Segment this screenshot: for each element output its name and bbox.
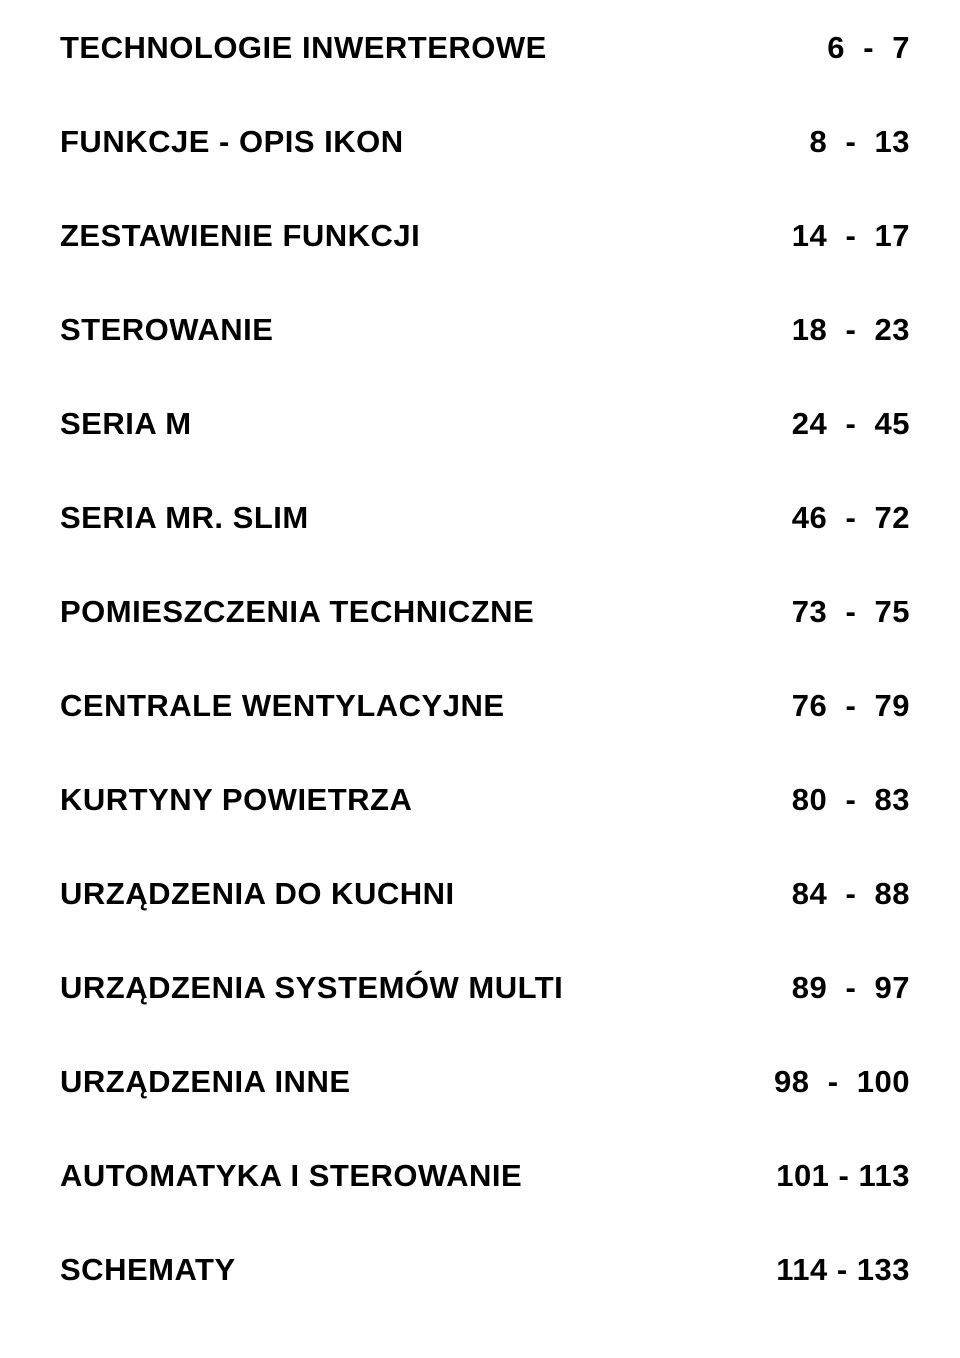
toc-row: URZĄDZENIA DO KUCHNI 84 - 88 [60,876,910,912]
toc-pages: 18 - 23 [740,312,910,348]
toc-title: AUTOMATYKA I STEROWANIE [60,1158,522,1194]
toc-title: URZĄDZENIA SYSTEMÓW MULTI [60,970,563,1006]
toc-pages: 14 - 17 [740,218,910,254]
toc-row: POMIESZCZENIA TECHNICZNE 73 - 75 [60,594,910,630]
toc-pages: 84 - 88 [740,876,910,912]
toc-title: POMIESZCZENIA TECHNICZNE [60,594,534,630]
toc-title: SCHEMATY [60,1252,236,1288]
toc-row: SERIA M 24 - 45 [60,406,910,442]
toc-pages: 114 - 133 [740,1252,910,1288]
toc-row: FUNKCJE - OPIS IKON 8 - 13 [60,124,910,160]
toc-pages: 89 - 97 [740,970,910,1006]
toc-title: KURTYNY POWIETRZA [60,782,412,818]
toc-title: SERIA MR. SLIM [60,500,309,536]
toc-row: CENTRALE WENTYLACYJNE 76 - 79 [60,688,910,724]
toc-title: TECHNOLOGIE INWERTEROWE [60,30,547,66]
toc-pages: 46 - 72 [740,500,910,536]
toc-title: FUNKCJE - OPIS IKON [60,124,404,160]
toc-title: ZESTAWIENIE FUNKCJI [60,218,420,254]
toc-title: URZĄDZENIA INNE [60,1064,351,1100]
toc-row: URZĄDZENIA SYSTEMÓW MULTI 89 - 97 [60,970,910,1006]
toc-title: CENTRALE WENTYLACYJNE [60,688,505,724]
toc-page: TECHNOLOGIE INWERTEROWE 6 - 7 FUNKCJE - … [0,0,960,1358]
toc-row: SCHEMATY 114 - 133 [60,1252,910,1288]
toc-row: KURTYNY POWIETRZA 80 - 83 [60,782,910,818]
toc-title: URZĄDZENIA DO KUCHNI [60,876,455,912]
toc-pages: 76 - 79 [740,688,910,724]
toc-row: SERIA MR. SLIM 46 - 72 [60,500,910,536]
toc-pages: 73 - 75 [740,594,910,630]
toc-pages: 8 - 13 [740,124,910,160]
toc-pages: 98 - 100 [740,1064,910,1100]
toc-row: ZESTAWIENIE FUNKCJI 14 - 17 [60,218,910,254]
toc-row: TECHNOLOGIE INWERTEROWE 6 - 7 [60,30,910,66]
toc-pages: 80 - 83 [740,782,910,818]
toc-pages: 6 - 7 [740,30,910,66]
toc-pages: 101 - 113 [740,1158,910,1194]
toc-title: STEROWANIE [60,312,273,348]
toc-row: STEROWANIE 18 - 23 [60,312,910,348]
toc-row: URZĄDZENIA INNE 98 - 100 [60,1064,910,1100]
toc-pages: 24 - 45 [740,406,910,442]
toc-row: AUTOMATYKA I STEROWANIE 101 - 113 [60,1158,910,1194]
toc-title: SERIA M [60,406,192,442]
